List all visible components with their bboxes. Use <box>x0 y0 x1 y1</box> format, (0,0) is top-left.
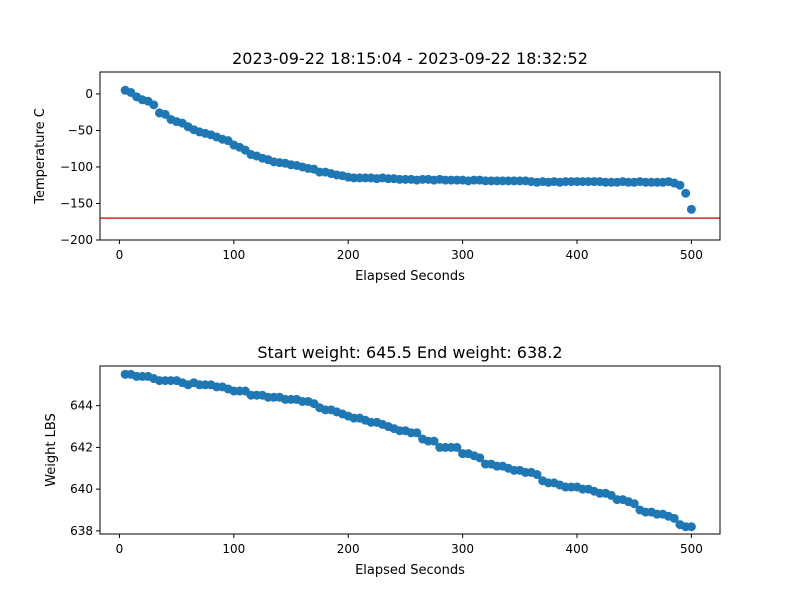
weight-x-tick-label: 300 <box>451 542 474 556</box>
temperature-x-tick-label: 200 <box>337 248 360 262</box>
weight-point <box>452 442 462 452</box>
temperature-y-axis-label: Temperature C <box>33 108 48 205</box>
temperature-y-tick-label: −200 <box>60 233 93 247</box>
weight-point <box>629 499 639 509</box>
temperature-plot-frame <box>99 71 721 241</box>
temperature-chart: 2023-09-22 18:15:04 - 2023-09-22 18:32:5… <box>33 49 721 284</box>
weight-x-axis-label: Elapsed Seconds <box>355 563 465 578</box>
temperature-x-tick-label: 100 <box>222 248 245 262</box>
temperature-x-tick-label: 400 <box>566 248 589 262</box>
weight-x-tick-label: 100 <box>222 542 245 556</box>
weight-y-tick-label: 638 <box>70 524 93 538</box>
temperature-y-tick-label: −150 <box>60 196 93 210</box>
temperature-y-tick-label: −50 <box>68 123 93 137</box>
weight-y-axis-label: Weight LBS <box>44 413 59 487</box>
temperature-x-axis-label: Elapsed Seconds <box>355 269 465 284</box>
temperature-x-tick-label: 300 <box>451 248 474 262</box>
weight-x-tick-label: 200 <box>337 542 360 556</box>
weight-y-tick-label: 640 <box>70 482 93 496</box>
temperature-y-tick-label: −100 <box>60 160 93 174</box>
weight-chart: Start weight: 645.5 End weight: 638.2 0 1… <box>44 343 721 578</box>
temperature-point <box>149 100 159 110</box>
temperature-point <box>675 180 685 190</box>
weight-y-tick-label: 644 <box>70 399 93 413</box>
weight-point <box>532 470 542 480</box>
weight-y-tick-label: 642 <box>70 440 93 454</box>
temperature-chart-title: 2023-09-22 18:15:04 - 2023-09-22 18:32:5… <box>232 49 588 68</box>
weight-point <box>429 436 439 446</box>
temperature-point <box>681 188 691 198</box>
temperature-point <box>686 204 696 214</box>
weight-chart-title: Start weight: 645.5 End weight: 638.2 <box>257 343 562 362</box>
weight-x-tick-label: 500 <box>680 542 703 556</box>
weight-point <box>475 453 485 463</box>
temperature-x-tick-label: 0 <box>116 248 124 262</box>
weight-point <box>686 522 696 532</box>
weight-plot-frame <box>99 365 721 535</box>
weight-point <box>412 428 422 438</box>
temperature-x-tick-label: 500 <box>680 248 703 262</box>
weight-x-tick-label: 400 <box>566 542 589 556</box>
weight-point <box>669 513 679 523</box>
weight-x-tick-label: 0 <box>116 542 124 556</box>
temperature-y-tick-label: 0 <box>85 87 93 101</box>
